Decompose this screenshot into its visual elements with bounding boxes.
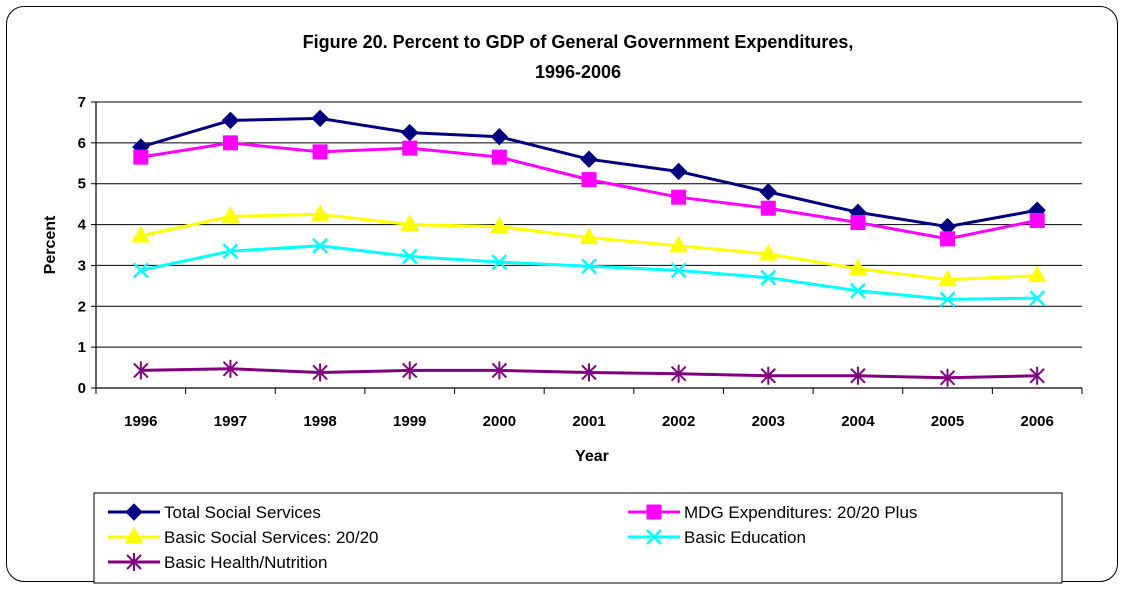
data-point: [1027, 265, 1047, 283]
data-point: [401, 123, 419, 142]
data-point: [222, 135, 238, 151]
legend-box: [93, 492, 1063, 584]
data-point: [581, 172, 597, 188]
x-tick-label: 2006: [1020, 413, 1053, 430]
data-point: [669, 235, 688, 253]
chart-title: Figure 20. Percent to GDP of General Gov…: [303, 32, 854, 52]
y-tick-label: 5: [78, 176, 86, 193]
data-point: [939, 291, 956, 308]
data-point: [1029, 212, 1045, 228]
data-point: [850, 366, 866, 385]
data-point: [131, 225, 151, 243]
data-point: [132, 262, 149, 279]
legend-entry: MDG Expenditures: 20/20 Plus: [628, 503, 917, 522]
legend-label: MDG Expenditures: 20/20 Plus: [684, 503, 917, 522]
data-point: [491, 254, 508, 271]
data-point: [221, 206, 240, 223]
legend-label: Basic Social Services: 20/20: [164, 528, 379, 547]
legend-entry: Basic Health/Nutrition: [108, 553, 327, 572]
x-tick-label: 2003: [752, 413, 785, 430]
data-point: [490, 128, 509, 146]
data-point: [312, 237, 328, 254]
x-tick-label: 1996: [124, 413, 157, 430]
y-tick-label: 0: [78, 380, 86, 397]
series-line: [140, 244, 1038, 301]
data-point: [310, 204, 330, 221]
x-tick-label: 2005: [931, 413, 964, 430]
y-tick-labels: 0 1 2 3 4 5 6 7: [78, 94, 87, 397]
x-axis-label: Year: [575, 448, 609, 465]
legend-marker: [646, 529, 662, 545]
data-point: [490, 216, 509, 234]
data-point: [850, 282, 866, 299]
x-tick-label: 2000: [483, 413, 516, 430]
x-tick-labels: 1996 1997 1998 1999 2000 2001 2002 2003 2004 2005…: [124, 413, 1054, 430]
data-point: [133, 361, 149, 380]
data-point: [312, 144, 328, 160]
x-tick-label: 2004: [841, 413, 875, 430]
data-point: [939, 368, 956, 387]
data-point: [402, 140, 418, 156]
legend-entry: Total Social Services: [108, 503, 321, 522]
y-tick-label: 2: [78, 298, 86, 315]
data-point: [850, 215, 866, 231]
data-point: [312, 363, 328, 382]
y-tick-label: 4: [78, 217, 87, 234]
legend-marker: [126, 553, 142, 571]
x-tick-label: 1999: [393, 413, 426, 430]
data-point: [669, 162, 688, 181]
data-point: [581, 258, 597, 275]
data-point: [760, 366, 776, 385]
x-tick-label: 2001: [572, 413, 605, 430]
legend: Total Social Services MDG Expenditures: 2…: [108, 503, 917, 572]
data-point: [133, 149, 149, 165]
data-point: [221, 111, 240, 130]
data-point: [671, 189, 687, 205]
data-point: [222, 243, 239, 260]
x-tick-label: 1998: [303, 413, 336, 430]
y-tick-label: 7: [78, 94, 86, 111]
data-point: [222, 359, 239, 378]
data-point: [938, 269, 957, 287]
legend-marker: [125, 503, 143, 521]
data-point: [670, 364, 687, 383]
data-point: [1029, 290, 1046, 306]
y-tick-label: 3: [78, 257, 86, 274]
data-point: [580, 150, 598, 168]
legend-marker: [646, 504, 662, 520]
data-point: [1029, 366, 1045, 385]
y-axis-label: Percent: [42, 215, 59, 274]
data-point: [758, 243, 778, 261]
chart-subtitle: 1996-2006: [535, 62, 621, 82]
x-tick-label: 1997: [214, 413, 247, 430]
data-point: [848, 258, 868, 276]
data-point: [579, 227, 599, 245]
data-point: [491, 361, 508, 380]
data-point: [311, 109, 329, 128]
legend-label: Total Social Services: [164, 503, 321, 522]
y-tick-label: 6: [78, 135, 86, 152]
y-tick-label: 1: [78, 339, 86, 356]
data-point: [491, 149, 507, 165]
legend-marker: [124, 526, 144, 544]
x-tick-label: 2002: [662, 413, 695, 430]
legend-label: Basic Health/Nutrition: [164, 553, 327, 572]
data-point: [760, 269, 777, 286]
data-point: [400, 214, 420, 232]
series-lines: [131, 109, 1047, 387]
data-point: [940, 231, 956, 247]
data-point: [581, 363, 597, 382]
data-point: [401, 248, 418, 265]
data-point: [402, 361, 418, 380]
legend-entry: Basic Education: [628, 528, 806, 547]
data-point: [760, 200, 776, 216]
legend-entry: Basic Social Services: 20/20: [108, 526, 379, 547]
axes: [91, 101, 1083, 394]
legend-label: Basic Education: [684, 528, 806, 547]
data-point: [670, 262, 687, 279]
data-point: [759, 183, 777, 201]
